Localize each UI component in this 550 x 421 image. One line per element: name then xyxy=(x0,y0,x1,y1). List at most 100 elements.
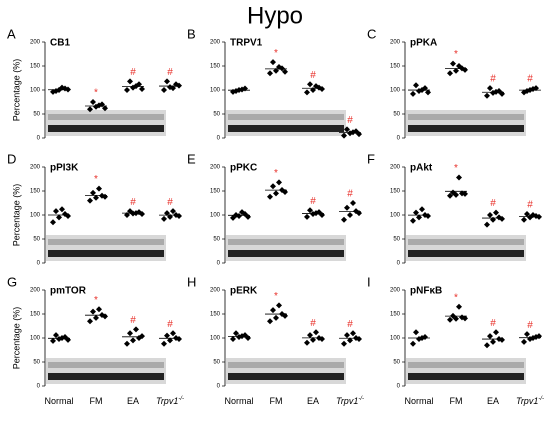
category-name: FM xyxy=(270,396,283,406)
data-point xyxy=(270,59,276,66)
x-tick-label: FM xyxy=(450,396,463,406)
y-tick-label: 50 xyxy=(213,237,220,243)
panel-title: pmTOR xyxy=(50,286,87,297)
x-tick-label: Trpv1-/- xyxy=(156,396,184,407)
significance-mark: * xyxy=(94,88,98,99)
y-tick-label: 150 xyxy=(30,189,41,195)
significance-mark: # xyxy=(527,320,533,331)
data-point xyxy=(530,335,536,341)
data-point xyxy=(164,78,170,85)
data-point xyxy=(170,208,176,215)
data-point xyxy=(313,210,319,217)
blot-band xyxy=(408,250,524,257)
x-tick-label: Normal xyxy=(224,396,253,406)
data-point xyxy=(450,189,456,196)
data-point xyxy=(487,333,493,340)
data-point xyxy=(93,314,99,321)
data-point xyxy=(127,330,133,337)
data-point xyxy=(304,213,310,220)
significance-mark: # xyxy=(347,189,353,200)
y-tick-label: 100 xyxy=(390,88,401,94)
data-point xyxy=(310,336,316,343)
blot-band xyxy=(228,125,344,132)
data-point xyxy=(447,70,453,77)
data-point xyxy=(319,335,325,342)
data-point xyxy=(233,212,239,218)
data-point xyxy=(530,212,536,218)
data-point xyxy=(53,332,59,339)
data-point xyxy=(313,329,319,336)
blot-band xyxy=(408,373,524,380)
data-point xyxy=(344,332,350,339)
y-tick-label: 100 xyxy=(390,336,401,342)
blot-background xyxy=(46,235,166,261)
data-point xyxy=(310,87,316,93)
category-name: FM xyxy=(450,396,463,406)
data-point xyxy=(447,316,453,323)
data-point xyxy=(276,302,282,309)
y-tick-label: 50 xyxy=(393,237,400,243)
data-point xyxy=(102,105,108,112)
panel-letter: F xyxy=(367,151,375,166)
blot-band xyxy=(48,239,164,245)
data-point xyxy=(133,210,139,217)
blot-band xyxy=(48,114,164,120)
data-point xyxy=(282,188,288,195)
data-point xyxy=(267,70,273,77)
significance-mark: * xyxy=(454,163,458,174)
data-point xyxy=(487,85,493,92)
data-point xyxy=(341,216,347,223)
y-tick-label: 0 xyxy=(217,136,221,142)
data-point xyxy=(530,86,536,93)
data-point xyxy=(447,192,453,199)
y-tick-label: 150 xyxy=(30,64,41,70)
data-point xyxy=(319,212,325,218)
data-point xyxy=(170,330,176,337)
data-point xyxy=(484,92,490,99)
category-name: Normal xyxy=(404,396,433,406)
y-tick-label: 100 xyxy=(390,213,401,219)
y-tick-label: 150 xyxy=(30,312,41,318)
data-point xyxy=(413,209,419,216)
data-point xyxy=(350,129,356,136)
blot-background xyxy=(406,358,526,384)
y-tick-label: 100 xyxy=(30,88,41,94)
y-tick-label: 50 xyxy=(393,112,400,118)
data-point xyxy=(307,332,313,339)
x-tick-label: FM xyxy=(90,396,103,406)
data-point xyxy=(499,90,505,97)
data-point xyxy=(127,208,133,215)
data-point xyxy=(270,307,276,314)
data-point xyxy=(127,78,133,85)
y-tick-label: 50 xyxy=(33,112,40,118)
data-point xyxy=(161,340,167,347)
y-tick-label: 150 xyxy=(390,189,401,195)
blot-background xyxy=(226,110,346,136)
x-tick-label: FM xyxy=(270,396,283,406)
y-tick-label: 200 xyxy=(390,288,401,294)
blot-band xyxy=(408,239,524,245)
data-point xyxy=(65,212,71,219)
data-point xyxy=(273,67,279,74)
y-tick-label: 200 xyxy=(210,288,221,294)
data-point xyxy=(239,209,245,216)
data-point xyxy=(456,303,462,310)
data-point xyxy=(270,183,276,190)
significance-mark: # xyxy=(130,67,136,78)
y-tick-label: 50 xyxy=(213,360,220,366)
significance-mark: # xyxy=(527,74,533,85)
data-point xyxy=(139,86,145,93)
y-tick-label: 0 xyxy=(217,384,221,390)
y-tick-label: 0 xyxy=(37,136,41,142)
x-tick-label: EA xyxy=(127,396,139,406)
y-tick-label: 0 xyxy=(37,261,41,267)
data-point xyxy=(487,212,493,218)
y-tick-label: 150 xyxy=(210,189,221,195)
data-point xyxy=(102,313,108,320)
x-tick-label: EA xyxy=(487,396,499,406)
data-point xyxy=(425,89,431,96)
blot-band xyxy=(48,362,164,368)
data-point xyxy=(233,330,239,337)
data-point xyxy=(462,315,468,322)
significance-mark: # xyxy=(167,67,173,78)
